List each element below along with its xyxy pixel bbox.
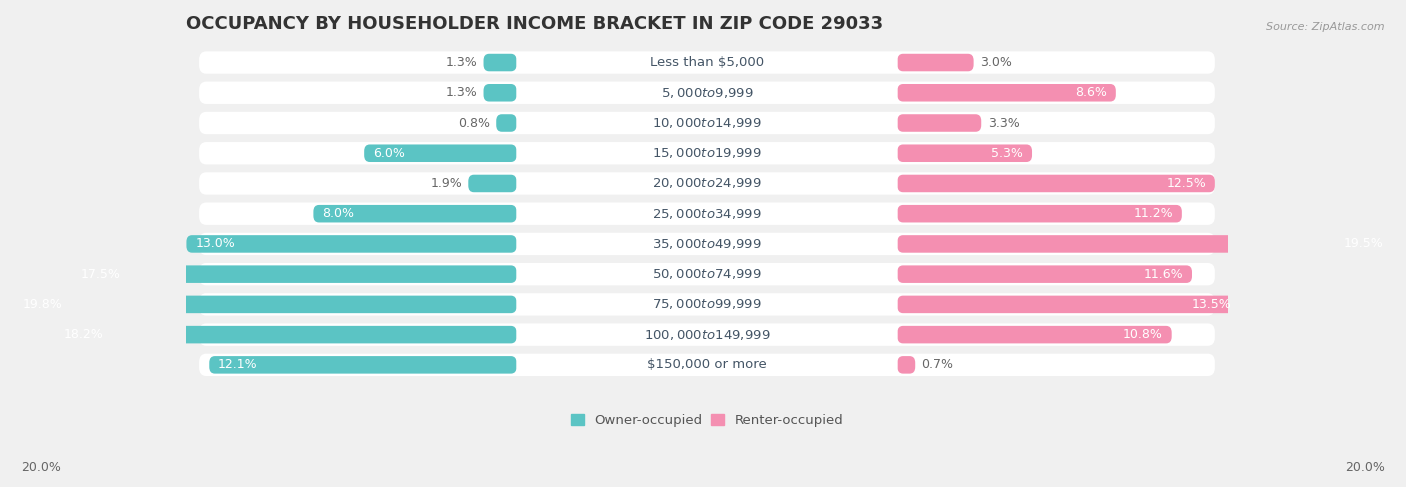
FancyBboxPatch shape [314,205,516,223]
FancyBboxPatch shape [897,84,1116,101]
FancyBboxPatch shape [897,235,1392,253]
FancyBboxPatch shape [200,323,1215,346]
Text: 18.2%: 18.2% [63,328,103,341]
FancyBboxPatch shape [897,326,1171,343]
FancyBboxPatch shape [55,326,516,343]
FancyBboxPatch shape [364,145,516,162]
FancyBboxPatch shape [897,114,981,132]
FancyBboxPatch shape [516,296,897,313]
FancyBboxPatch shape [516,265,897,283]
FancyBboxPatch shape [200,51,1215,74]
Text: 12.1%: 12.1% [218,358,257,372]
Text: $35,000 to $49,999: $35,000 to $49,999 [652,237,762,251]
FancyBboxPatch shape [897,265,1192,283]
Text: 19.5%: 19.5% [1344,238,1384,250]
FancyBboxPatch shape [516,84,897,101]
Text: $100,000 to $149,999: $100,000 to $149,999 [644,328,770,341]
Text: OCCUPANCY BY HOUSEHOLDER INCOME BRACKET IN ZIP CODE 29033: OCCUPANCY BY HOUSEHOLDER INCOME BRACKET … [187,15,883,33]
Text: 5.3%: 5.3% [991,147,1024,160]
Text: 17.5%: 17.5% [82,268,121,281]
Text: 0.7%: 0.7% [921,358,953,372]
FancyBboxPatch shape [200,142,1215,165]
Text: $50,000 to $74,999: $50,000 to $74,999 [652,267,762,281]
FancyBboxPatch shape [516,326,897,343]
Text: 11.6%: 11.6% [1143,268,1182,281]
Text: 10.8%: 10.8% [1123,328,1163,341]
Text: 8.0%: 8.0% [322,207,354,220]
FancyBboxPatch shape [516,114,897,132]
FancyBboxPatch shape [897,54,973,71]
Text: 0.8%: 0.8% [458,116,489,130]
FancyBboxPatch shape [72,265,516,283]
Text: 1.3%: 1.3% [446,56,477,69]
Text: 20.0%: 20.0% [21,461,60,474]
Text: $20,000 to $24,999: $20,000 to $24,999 [652,176,762,190]
Text: $5,000 to $9,999: $5,000 to $9,999 [661,86,754,100]
FancyBboxPatch shape [897,175,1215,192]
Text: $75,000 to $99,999: $75,000 to $99,999 [652,298,762,311]
Text: 8.6%: 8.6% [1076,86,1107,99]
FancyBboxPatch shape [484,84,516,101]
Text: 13.5%: 13.5% [1192,298,1232,311]
Text: 1.9%: 1.9% [430,177,463,190]
Text: $150,000 or more: $150,000 or more [647,358,766,372]
FancyBboxPatch shape [200,203,1215,225]
FancyBboxPatch shape [516,54,897,71]
FancyBboxPatch shape [200,293,1215,316]
FancyBboxPatch shape [897,205,1182,223]
FancyBboxPatch shape [516,175,897,192]
FancyBboxPatch shape [209,356,516,374]
Text: $15,000 to $19,999: $15,000 to $19,999 [652,146,762,160]
Text: 13.0%: 13.0% [195,238,235,250]
Text: Source: ZipAtlas.com: Source: ZipAtlas.com [1267,22,1385,32]
Text: 3.0%: 3.0% [980,56,1012,69]
Text: 1.3%: 1.3% [446,86,477,99]
Text: 20.0%: 20.0% [1346,461,1385,474]
FancyBboxPatch shape [897,145,1032,162]
FancyBboxPatch shape [468,175,516,192]
Legend: Owner-occupied, Renter-occupied: Owner-occupied, Renter-occupied [565,409,848,432]
FancyBboxPatch shape [484,54,516,71]
FancyBboxPatch shape [200,354,1215,376]
Text: 19.8%: 19.8% [22,298,62,311]
FancyBboxPatch shape [14,296,516,313]
Text: 6.0%: 6.0% [373,147,405,160]
FancyBboxPatch shape [200,112,1215,134]
FancyBboxPatch shape [516,235,897,253]
FancyBboxPatch shape [187,235,516,253]
Text: 3.3%: 3.3% [987,116,1019,130]
FancyBboxPatch shape [496,114,516,132]
FancyBboxPatch shape [200,233,1215,255]
Text: 12.5%: 12.5% [1166,177,1206,190]
FancyBboxPatch shape [200,263,1215,285]
FancyBboxPatch shape [200,82,1215,104]
Text: 11.2%: 11.2% [1133,207,1173,220]
FancyBboxPatch shape [200,172,1215,195]
Text: $25,000 to $34,999: $25,000 to $34,999 [652,206,762,221]
FancyBboxPatch shape [516,145,897,162]
FancyBboxPatch shape [516,205,897,223]
Text: Less than $5,000: Less than $5,000 [650,56,763,69]
FancyBboxPatch shape [897,356,915,374]
FancyBboxPatch shape [897,296,1240,313]
FancyBboxPatch shape [516,356,897,374]
Text: $10,000 to $14,999: $10,000 to $14,999 [652,116,762,130]
